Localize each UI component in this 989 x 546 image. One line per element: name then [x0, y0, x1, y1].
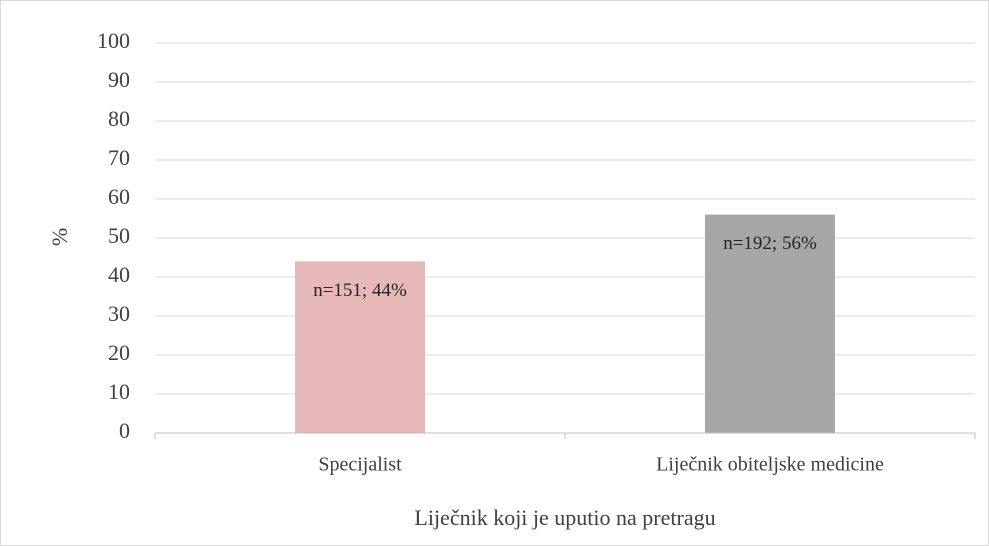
y-tick-label: 50	[108, 223, 130, 248]
y-axis-title: %	[47, 228, 72, 246]
data-label: n=151; 44%	[313, 280, 407, 301]
bar	[705, 214, 835, 433]
y-tick-label: 80	[108, 106, 130, 131]
y-tick-label: 0	[119, 418, 130, 443]
data-label: n=192; 56%	[723, 233, 817, 254]
x-tick-label: Liječnik obiteljske medicine	[656, 454, 884, 476]
y-tick-label: 10	[108, 379, 130, 404]
y-tick-label: 60	[108, 184, 130, 209]
x-axis-title: Liječnik koji je uputio na pretragu	[414, 505, 715, 530]
y-tick-label: 20	[108, 340, 130, 365]
y-tick-label: 40	[108, 262, 130, 287]
y-tick-label: 100	[97, 28, 130, 53]
x-tick-label: Specijalist	[318, 454, 402, 476]
y-tick-label: 90	[108, 67, 130, 92]
bar	[295, 261, 425, 433]
y-tick-label: 70	[108, 145, 130, 170]
y-tick-label: 30	[108, 301, 130, 326]
